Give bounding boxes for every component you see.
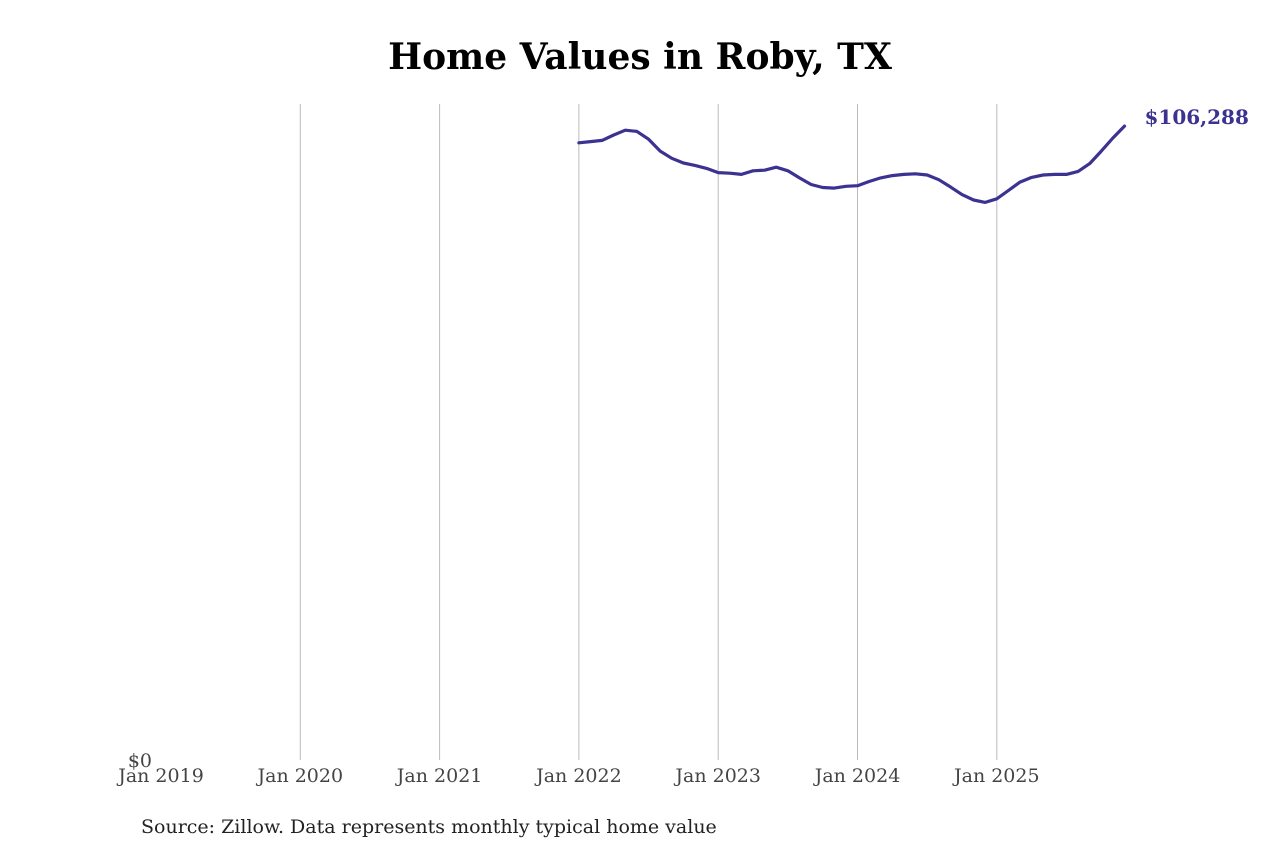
y-axis-ticks: $0 — [128, 750, 152, 772]
gridlines — [299, 104, 998, 760]
x-tick-label: Jan 2023 — [673, 765, 761, 787]
x-tick-label: Jan 2025 — [952, 765, 1040, 787]
end-value-label: $106,288 — [1144, 105, 1248, 129]
x-tick-label: Jan 2022 — [534, 765, 622, 787]
series-line — [577, 124, 1127, 204]
chart-title: Home Values in Roby, TX — [388, 36, 892, 78]
source-note: Source: Zillow. Data represents monthly … — [141, 816, 717, 838]
x-tick-label: Jan 2024 — [813, 765, 901, 787]
x-tick-label: Jan 2020 — [256, 765, 344, 787]
x-tick-label: Jan 2021 — [395, 765, 483, 787]
x-axis-ticks: Jan 2019 Jan 2020 Jan 2021 Jan 2022 Jan 2023… — [116, 765, 1039, 787]
x-tick-label: Jan 2019 — [116, 765, 204, 787]
y-tick-label: $0 — [128, 750, 152, 772]
